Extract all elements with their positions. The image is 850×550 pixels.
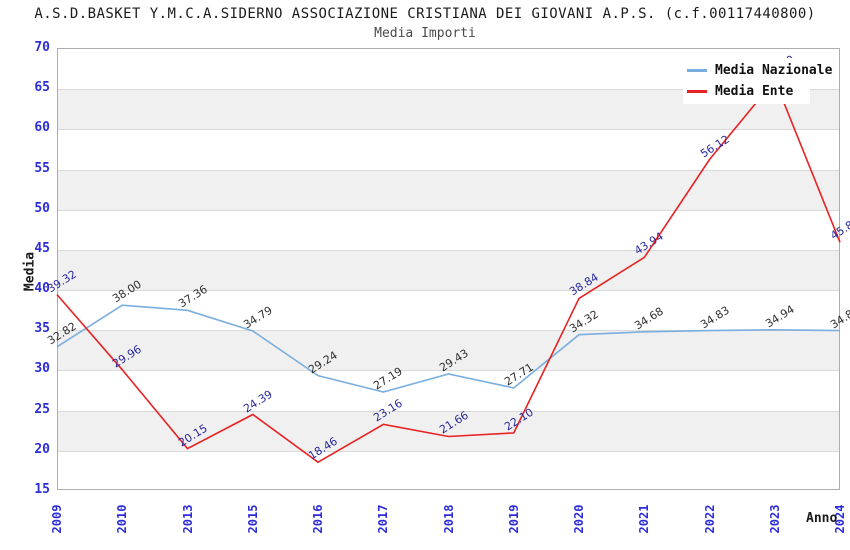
plot-band (58, 169, 839, 210)
x-tick-label: 2009 (50, 504, 64, 534)
legend-swatch-media-nazionale-icon (687, 69, 707, 72)
line-media-nazionale (56, 304, 841, 393)
gridline (58, 450, 839, 452)
chart-title: A.S.D.BASKET Y.M.C.A.SIDERNO ASSOCIAZION… (34, 6, 816, 22)
legend: Media Nazionale Media Ente (683, 58, 832, 104)
legend-label-media-ente: Media Ente (715, 84, 794, 99)
x-tick-label: 2019 (506, 504, 521, 534)
x-tick-label: 2013 (180, 504, 195, 534)
gridline (58, 129, 839, 131)
legend-label-media-nazionale: Media Nazionale (715, 63, 833, 78)
gridline (58, 370, 839, 372)
gridline (58, 249, 839, 251)
x-tick-label: 2022 (702, 504, 717, 534)
y-tick-label: 70 (34, 40, 50, 55)
gridline (58, 169, 839, 171)
series-lines (56, 78, 841, 464)
plot-band (58, 330, 839, 371)
x-tick-label: 2021 (637, 504, 652, 534)
plot-area (57, 48, 840, 490)
chart-subtitle: Media Importi (374, 26, 476, 41)
y-tick-label: 50 (34, 200, 50, 216)
y-tick-label: 20 (34, 441, 50, 457)
x-tick-label: 2015 (245, 504, 260, 534)
plot-band (58, 410, 839, 451)
plot-band (58, 249, 839, 291)
gridline (58, 209, 839, 211)
y-tick-label: 40 (34, 281, 50, 297)
x-tick-label: 2017 (376, 504, 391, 534)
legend-item-media-nazionale: Media Nazionale (687, 60, 832, 81)
x-tick-label: 2016 (311, 504, 325, 534)
y-tick-label: 65 (34, 80, 50, 96)
y-tick-label: 35 (34, 321, 50, 337)
x-tick-label: 2023 (767, 504, 782, 534)
y-tick-label: 55 (34, 160, 50, 176)
y-tick-label: 25 (34, 401, 50, 417)
y-tick-label: 60 (34, 120, 50, 136)
y-tick-label: 30 (34, 361, 50, 377)
legend-item-media-ente: Media Ente (687, 81, 810, 102)
x-tick-label: 2010 (115, 504, 130, 534)
y-tick-label: 45 (34, 240, 50, 256)
gridline (58, 290, 839, 292)
legend-swatch-media-ente-icon (687, 90, 707, 93)
x-tick-label: 2020 (572, 504, 586, 534)
x-axis-title: Anno (806, 511, 838, 526)
gridline (58, 89, 839, 91)
x-tick-label: 2018 (441, 504, 456, 534)
y-tick-label: 15 (34, 482, 50, 497)
gridline (58, 410, 839, 412)
line-media-ente (56, 78, 841, 464)
gridline (58, 330, 839, 332)
